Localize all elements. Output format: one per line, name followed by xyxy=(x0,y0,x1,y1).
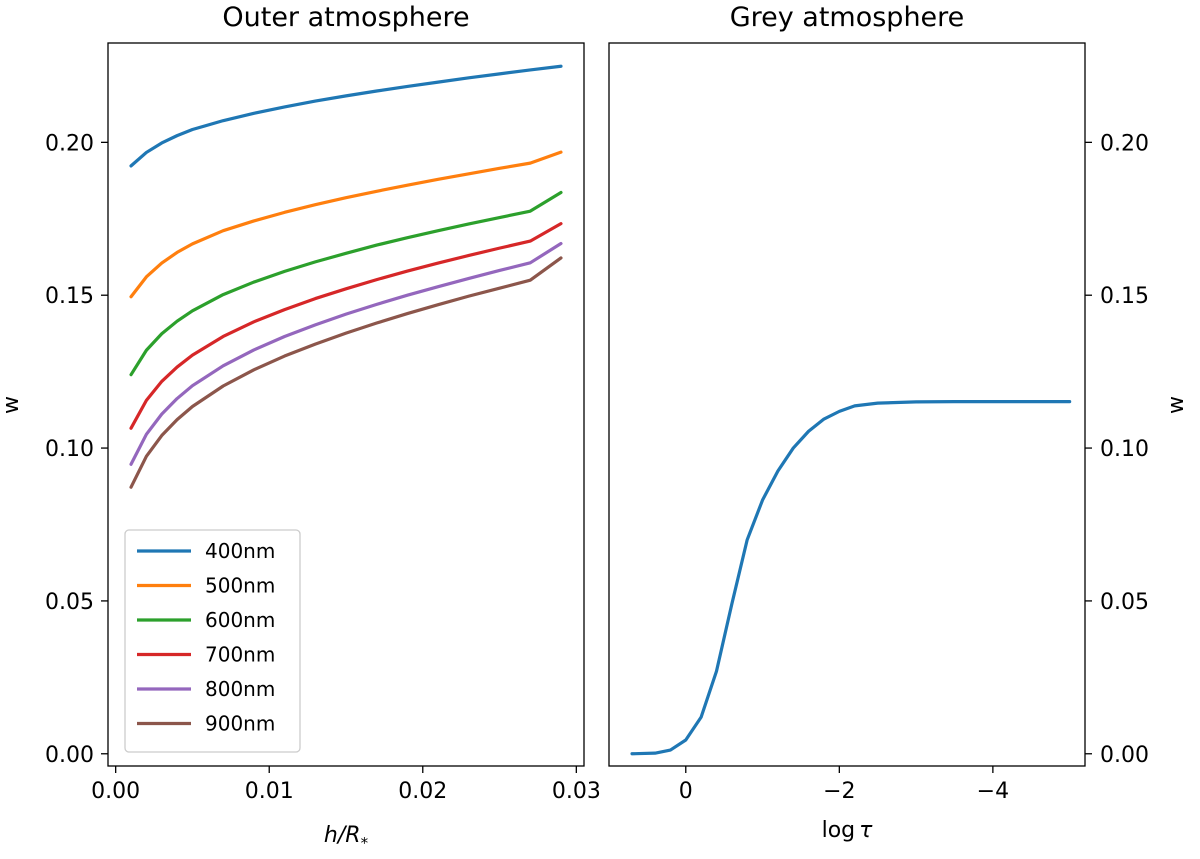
x-tick-label: −4 xyxy=(977,779,1009,804)
y-tick-label: 0.00 xyxy=(45,743,94,768)
x-tick-label: 0.02 xyxy=(398,779,447,804)
y-tick-label: 0.20 xyxy=(1100,131,1149,156)
legend: 400nm 500nm 600nm 700nm 800nm 900nm xyxy=(124,529,301,753)
x-label-tau: τ xyxy=(859,818,873,843)
outer-atmosphere-plot-lines xyxy=(129,64,563,489)
y-tick-label: 0.10 xyxy=(45,437,94,462)
x-tick-label: 0.00 xyxy=(91,779,140,804)
grey-atmosphere-y-axis-label: w xyxy=(1164,396,1189,414)
outer-atmosphere-panel: Outer atmosphere 0.00 0.01 0.02 0.03 0.000.… xyxy=(0,2,601,852)
x-tick-label: 0.01 xyxy=(245,779,294,804)
outer-atmosphere-y-ticks: 0.00 0.05 0.10 0.15 0.20 xyxy=(45,131,108,768)
x-tick-label: 0.03 xyxy=(552,779,601,804)
y-tick-label: 0.00 xyxy=(1100,743,1149,768)
y-tick-label: 0.15 xyxy=(1100,284,1149,309)
legend-label-800nm: 800nm xyxy=(205,677,275,701)
y-tick-label: 0.10 xyxy=(1100,437,1149,462)
outer-atmosphere-y-axis-label: w xyxy=(0,396,24,414)
y-tick-label: 0.05 xyxy=(1100,590,1149,615)
series-line-500nm xyxy=(129,150,563,299)
legend-label-500nm: 500nm xyxy=(205,574,275,598)
series-line-600nm xyxy=(129,190,563,377)
grey-atmosphere-plot-lines xyxy=(630,400,1072,756)
grey-atmosphere-title: Grey atmosphere xyxy=(730,2,965,33)
x-label-subscript: * xyxy=(361,834,369,852)
x-label-log: log xyxy=(822,818,856,843)
x-label-main: h/R xyxy=(324,823,361,848)
series-line-0 xyxy=(630,400,1072,756)
legend-label-600nm: 600nm xyxy=(205,608,275,632)
series-line-800nm xyxy=(129,241,563,466)
outer-atmosphere-x-ticks: 0.00 0.01 0.02 0.03 xyxy=(91,766,601,804)
grey-atmosphere-panel: Grey atmosphere 0 −2 −4 0.000.050.100.150.… xyxy=(608,2,1189,843)
grey-atmosphere-x-axis-label: log τ xyxy=(822,818,874,843)
series-line-700nm xyxy=(129,222,563,430)
legend-items: 400nm 500nm 600nm 700nm 800nm 900nm xyxy=(137,539,275,736)
x-tick-label: −2 xyxy=(823,779,855,804)
series-line-400nm xyxy=(129,64,563,168)
legend-label-400nm: 400nm xyxy=(205,539,275,563)
legend-label-700nm: 700nm xyxy=(205,643,275,667)
grey-atmosphere-x-ticks: 0 −2 −4 xyxy=(679,766,1009,804)
outer-atmosphere-plot-frame xyxy=(107,42,585,767)
grey-atmosphere-y-ticks: 0.00 0.05 0.10 0.15 0.20 xyxy=(1085,131,1149,768)
y-tick-label: 0.15 xyxy=(45,284,94,309)
outer-atmosphere-x-axis-label: h/R* xyxy=(324,823,369,852)
series-line-900nm xyxy=(129,256,563,489)
legend-label-900nm: 900nm xyxy=(205,712,275,736)
outer-atmosphere-title: Outer atmosphere xyxy=(222,2,469,33)
grey-atmosphere-plot-frame xyxy=(608,42,1086,767)
y-tick-label: 0.05 xyxy=(45,590,94,615)
x-tick-label: 0 xyxy=(679,779,693,804)
y-tick-label: 0.20 xyxy=(45,131,94,156)
